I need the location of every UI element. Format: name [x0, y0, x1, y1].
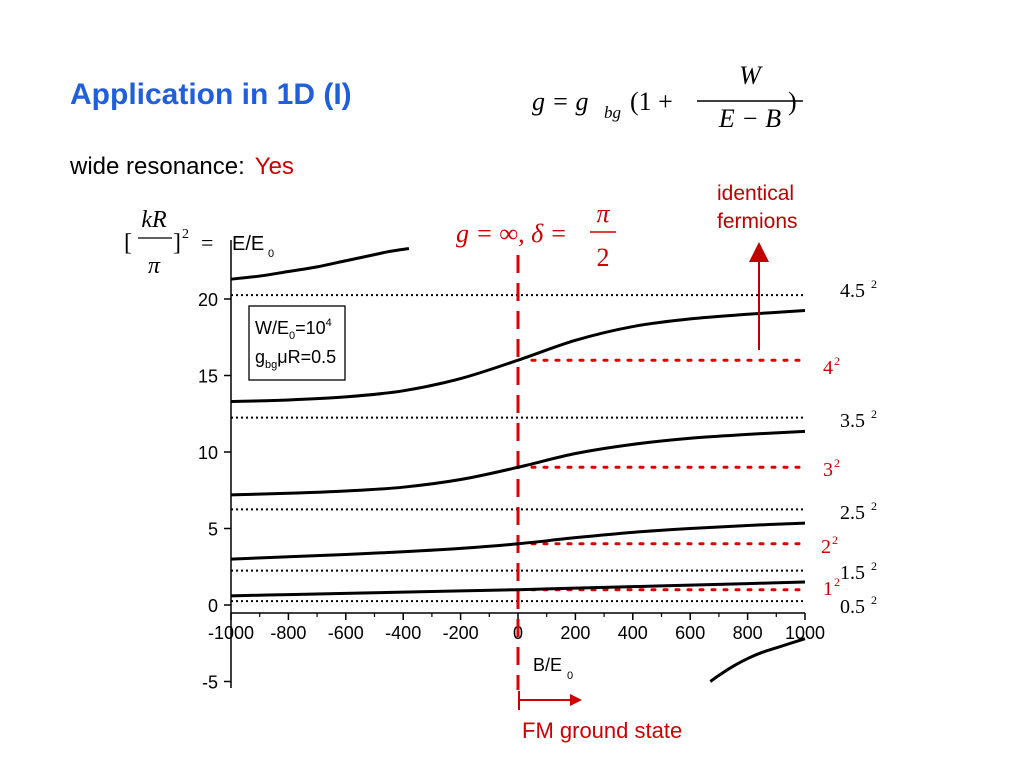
energy-label-numerator: kR [141, 207, 167, 233]
bosonic-level-label-exp: 2 [871, 559, 877, 573]
x-tick-label: -1000 [208, 623, 254, 643]
bosonic-level-label: 3.5 [840, 410, 865, 432]
energy-bracket-close: ] [173, 230, 181, 256]
formula-lhs-sub: bg [604, 103, 621, 122]
x-tick-label: 1000 [785, 623, 825, 643]
energy-label-power: 2 [182, 227, 189, 242]
fermionic-level-label-exp: 2 [832, 533, 838, 547]
level-labels: 0.5 21.5 22.5 23.5 24.5 21 22 23 24 2 [821, 277, 877, 618]
energy-axis-sub: 0 [268, 248, 274, 260]
fermionic-level-label: 4 [823, 357, 833, 379]
bosonic-level-label: 1.5 [840, 562, 865, 584]
fermionic-level-label-exp: 2 [834, 456, 840, 470]
y-tick-label: 20 [198, 290, 218, 310]
fm-arrow-head [570, 694, 582, 706]
param-line1: W/E0=104 [255, 317, 332, 342]
energy-axis-text: E/E [232, 233, 264, 255]
x-tick-label: 400 [618, 623, 648, 643]
wide-resonance-value: Yes [254, 153, 294, 180]
y-tick-label: 10 [198, 443, 218, 463]
parameter-box-frame [248, 305, 346, 381]
x-tick-label: 800 [733, 623, 763, 643]
bosonic-level-label: 4.5 [840, 280, 865, 302]
x-tick-label: -800 [270, 623, 306, 643]
resonance-condition-main: g = ∞, δ = [456, 219, 567, 248]
chart-series [230, 247, 806, 683]
y-tick-label: 0 [208, 596, 218, 616]
x-axis-label-sub: 0 [567, 670, 573, 682]
fm-ground-state-arrow [518, 691, 582, 710]
bosonic-level-label-exp: 2 [871, 593, 877, 607]
formula-lhs: g = g [532, 87, 589, 116]
coupling-formula: g = g bg (1 + W E − B ) [532, 61, 803, 133]
param-line2: gbgμR=0.5 [255, 347, 336, 371]
energy-branch-6 [709, 637, 806, 683]
fermionic-level-label: 1 [823, 578, 833, 600]
fermionic-level-label: 2 [821, 536, 831, 558]
energy-branch-1 [230, 580, 806, 598]
energy-branch-3 [230, 429, 806, 497]
y-tick-label: -5 [202, 673, 218, 693]
x-tick-label: -400 [385, 623, 421, 643]
x-tick-label: -200 [443, 623, 479, 643]
reference-levels [231, 255, 807, 690]
formula-denominator: E − B [718, 104, 781, 133]
bosonic-level-label-exp: 2 [871, 499, 877, 513]
formula-open: (1 + [630, 87, 673, 116]
resonance-condition-denominator: 2 [597, 243, 610, 272]
fermionic-level-label-exp: 2 [834, 575, 840, 589]
identical-fermions-annotation: identical fermions [717, 180, 798, 236]
formula-close: ) [788, 87, 797, 116]
resonance-condition: g = ∞, δ = π 2 [456, 199, 616, 272]
resonance-condition-numerator: π [596, 199, 610, 228]
parameter-box: W/E0=104 gbgμR=0.5 [248, 305, 346, 381]
bosonic-level-label-exp: 2 [871, 407, 877, 421]
x-tick-label: 200 [560, 623, 590, 643]
energy-label: [ kR π ] 2 = E/E 0 [124, 207, 274, 279]
energy-branch-2 [230, 521, 806, 561]
y-tick-label: 15 [198, 367, 218, 387]
wide-resonance-label: wide resonance: [70, 153, 245, 180]
page-title: Application in 1D (I) [70, 78, 352, 111]
fm-ground-state-label: FM ground state [522, 718, 683, 743]
energy-branch-4 [230, 308, 806, 404]
identical-fermions-line1: identical [717, 182, 795, 205]
bosonic-level-label: 2.5 [840, 502, 865, 524]
energy-bracket-open: [ [124, 230, 132, 256]
energy-branch-5 [230, 247, 410, 281]
fermionic-level-label-exp: 2 [834, 354, 840, 368]
wide-resonance-line: wide resonance: Yes [70, 153, 294, 181]
chart-axes: -505101520-1000-800-600-400-200020040060… [198, 240, 825, 693]
fermionic-level-label: 3 [823, 459, 833, 481]
x-tick-label: 600 [675, 623, 705, 643]
formula-numerator: W [739, 61, 763, 90]
bosonic-level-label: 0.5 [840, 596, 865, 618]
energy-label-equals: = [201, 230, 213, 255]
energy-label-denominator: π [148, 253, 161, 279]
x-axis-label: B/E [533, 655, 562, 675]
identical-fermions-line2: fermions [717, 210, 798, 233]
y-tick-label: 5 [208, 520, 218, 540]
x-tick-label: -600 [328, 623, 364, 643]
bosonic-level-label-exp: 2 [871, 277, 877, 291]
